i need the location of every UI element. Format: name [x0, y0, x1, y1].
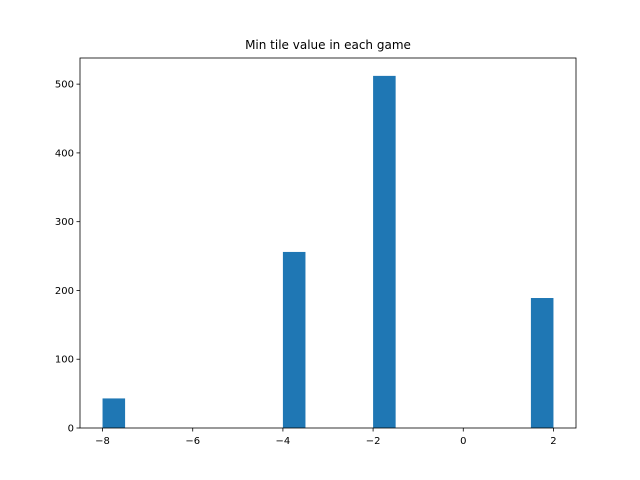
x-tick-label: 2: [550, 436, 556, 447]
y-axis-ticks: 0 100 200 300 400 500: [55, 80, 80, 435]
x-tick-label: −4: [276, 436, 291, 447]
plot-area-frame: [79, 57, 577, 429]
y-tick-label: 200: [55, 286, 74, 297]
y-tick-label: 0: [68, 424, 74, 435]
y-tick-label: 500: [55, 80, 74, 91]
chart-title: Min tile value in each game: [245, 38, 411, 52]
y-tick-label: 300: [55, 217, 74, 228]
bars-group: [102, 75, 554, 428]
x-tick-label: −6: [185, 436, 200, 447]
x-tick-label: 0: [460, 436, 466, 447]
x-tick-label: −2: [366, 436, 381, 447]
histogram-bar: [282, 251, 306, 428]
x-axis-ticks: −8 −6 −4 −2 0 2: [95, 428, 557, 447]
histogram-bar: [102, 398, 126, 428]
histogram-bar: [373, 75, 396, 428]
y-tick-label: 400: [55, 148, 74, 159]
x-tick-label: −8: [95, 436, 110, 447]
histogram-bar: [530, 298, 554, 428]
y-tick-label: 100: [55, 355, 74, 366]
